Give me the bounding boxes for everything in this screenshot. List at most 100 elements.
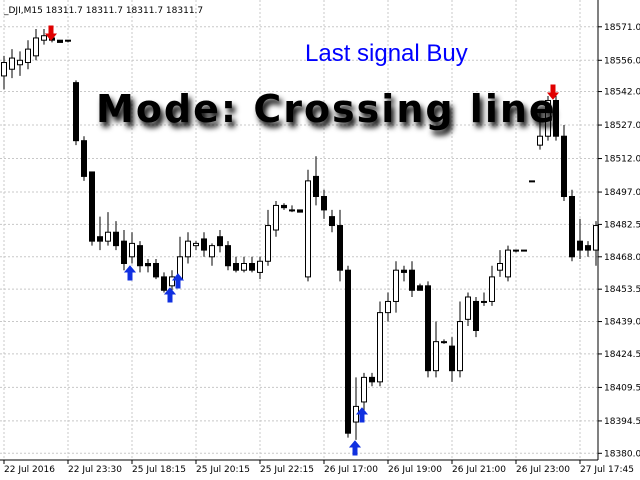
buy-arrow <box>163 287 177 303</box>
candle-body <box>425 285 431 372</box>
candle-body <box>529 180 535 183</box>
candle-body <box>33 37 39 57</box>
sell-arrows <box>44 25 560 100</box>
x-tick-label: 26 Jul 21:00 <box>452 465 506 475</box>
x-tick-label: 27 Jul 17:45 <box>580 465 634 475</box>
candle-body <box>281 204 287 209</box>
candle-body <box>25 48 31 64</box>
candle-body <box>9 57 15 70</box>
candle-body <box>377 312 383 383</box>
candle-body <box>393 269 399 302</box>
x-tick-label: 25 Jul 22:15 <box>260 465 314 475</box>
y-tick-label: 18453.5 <box>604 285 640 295</box>
buy-arrow <box>171 273 185 289</box>
candle-body <box>401 269 407 273</box>
x-tick-label: 26 Jul 23:00 <box>516 465 570 475</box>
candle-body <box>129 242 135 258</box>
candle-body <box>321 196 327 211</box>
candle-body <box>289 209 295 212</box>
candle-body <box>449 345 455 372</box>
candle-body <box>465 296 471 320</box>
x-tick-label: 25 Jul 20:15 <box>196 465 250 475</box>
candle-body <box>217 236 223 247</box>
y-tick-label: 18424.5 <box>604 350 640 360</box>
x-tick-label: 26 Jul 17:00 <box>324 465 378 475</box>
candle-body <box>89 171 95 242</box>
candles <box>1 29 599 440</box>
candle-body <box>265 225 271 262</box>
candle-body <box>433 341 439 372</box>
y-tick-label: 18482.5 <box>604 220 640 230</box>
candle-body <box>65 39 71 42</box>
candle-body <box>369 376 375 383</box>
candle-body <box>305 180 311 278</box>
candle-body <box>169 276 175 287</box>
candle-body <box>441 341 447 344</box>
y-tick-label: 18527.0 <box>604 121 640 131</box>
y-tick-label: 18497.0 <box>604 188 640 198</box>
candle-body <box>297 209 303 213</box>
candle-body <box>153 262 159 278</box>
candle-body <box>225 245 231 267</box>
buy-arrow <box>123 265 137 281</box>
candle-body <box>537 135 543 146</box>
y-tick-label: 18394.5 <box>604 417 640 427</box>
candle-body <box>513 249 519 252</box>
candle-body <box>361 376 367 403</box>
candle-body <box>481 300 487 303</box>
candle-body <box>257 260 263 273</box>
candle-body <box>121 240 127 264</box>
x-tick-label: 22 Jul 23:30 <box>68 465 122 475</box>
candle-body <box>97 236 103 242</box>
candle-body <box>385 300 391 314</box>
candle-body <box>57 39 63 43</box>
candle-body <box>409 269 415 291</box>
y-tick-label: 18468.0 <box>604 253 640 263</box>
candle-body <box>505 249 511 278</box>
candle-body <box>329 216 335 227</box>
candle-body <box>193 242 199 247</box>
candle-body <box>241 262 247 271</box>
x-tick-label: 22 Jul 2016 <box>4 465 55 475</box>
candle-body <box>553 99 559 137</box>
candle-body <box>569 196 575 258</box>
candle-body <box>489 276 495 302</box>
candle-body <box>585 245 591 251</box>
axes: 18571.0 18556.0 18542.0 18527.0 18512.0 18497… <box>3 23 640 475</box>
candle-body <box>545 99 551 137</box>
candle-body <box>577 240 583 251</box>
candle-body <box>457 321 463 372</box>
candle-body <box>73 82 79 142</box>
x-tick-label: 26 Jul 19:00 <box>388 465 442 475</box>
candle-body <box>209 245 215 258</box>
candle-body <box>17 59 23 66</box>
candle-body <box>313 175 319 198</box>
buy-arrow <box>348 440 362 456</box>
sell-arrow <box>44 25 58 41</box>
candle-body <box>337 225 343 271</box>
x-tick-label: 25 Jul 18:15 <box>132 465 186 475</box>
candle-body <box>145 262 151 267</box>
y-tick-label: 18439.0 <box>604 318 640 328</box>
y-tick-label: 18542.0 <box>604 88 640 98</box>
candle-body <box>345 269 351 434</box>
y-tick-label: 18556.0 <box>604 56 640 66</box>
candle-body <box>41 35 47 41</box>
candle-body <box>137 245 143 267</box>
sell-arrow <box>546 84 560 100</box>
candle-body <box>521 249 527 252</box>
candle-body <box>81 140 87 177</box>
y-tick-label: 18512.0 <box>604 155 640 165</box>
chart-info: _DJI,M15 18311.7 18311.7 18311.7 18311.7 <box>3 6 203 16</box>
y-tick-label: 18409.5 <box>604 383 640 393</box>
candle-body <box>185 240 191 258</box>
candle-body <box>161 276 167 291</box>
candle-body <box>105 231 111 242</box>
candle-body <box>249 262 255 271</box>
candle-body <box>1 62 7 77</box>
y-tick-label: 18571.0 <box>604 23 640 33</box>
candle-body <box>201 238 207 251</box>
buy-arrows <box>123 265 369 456</box>
